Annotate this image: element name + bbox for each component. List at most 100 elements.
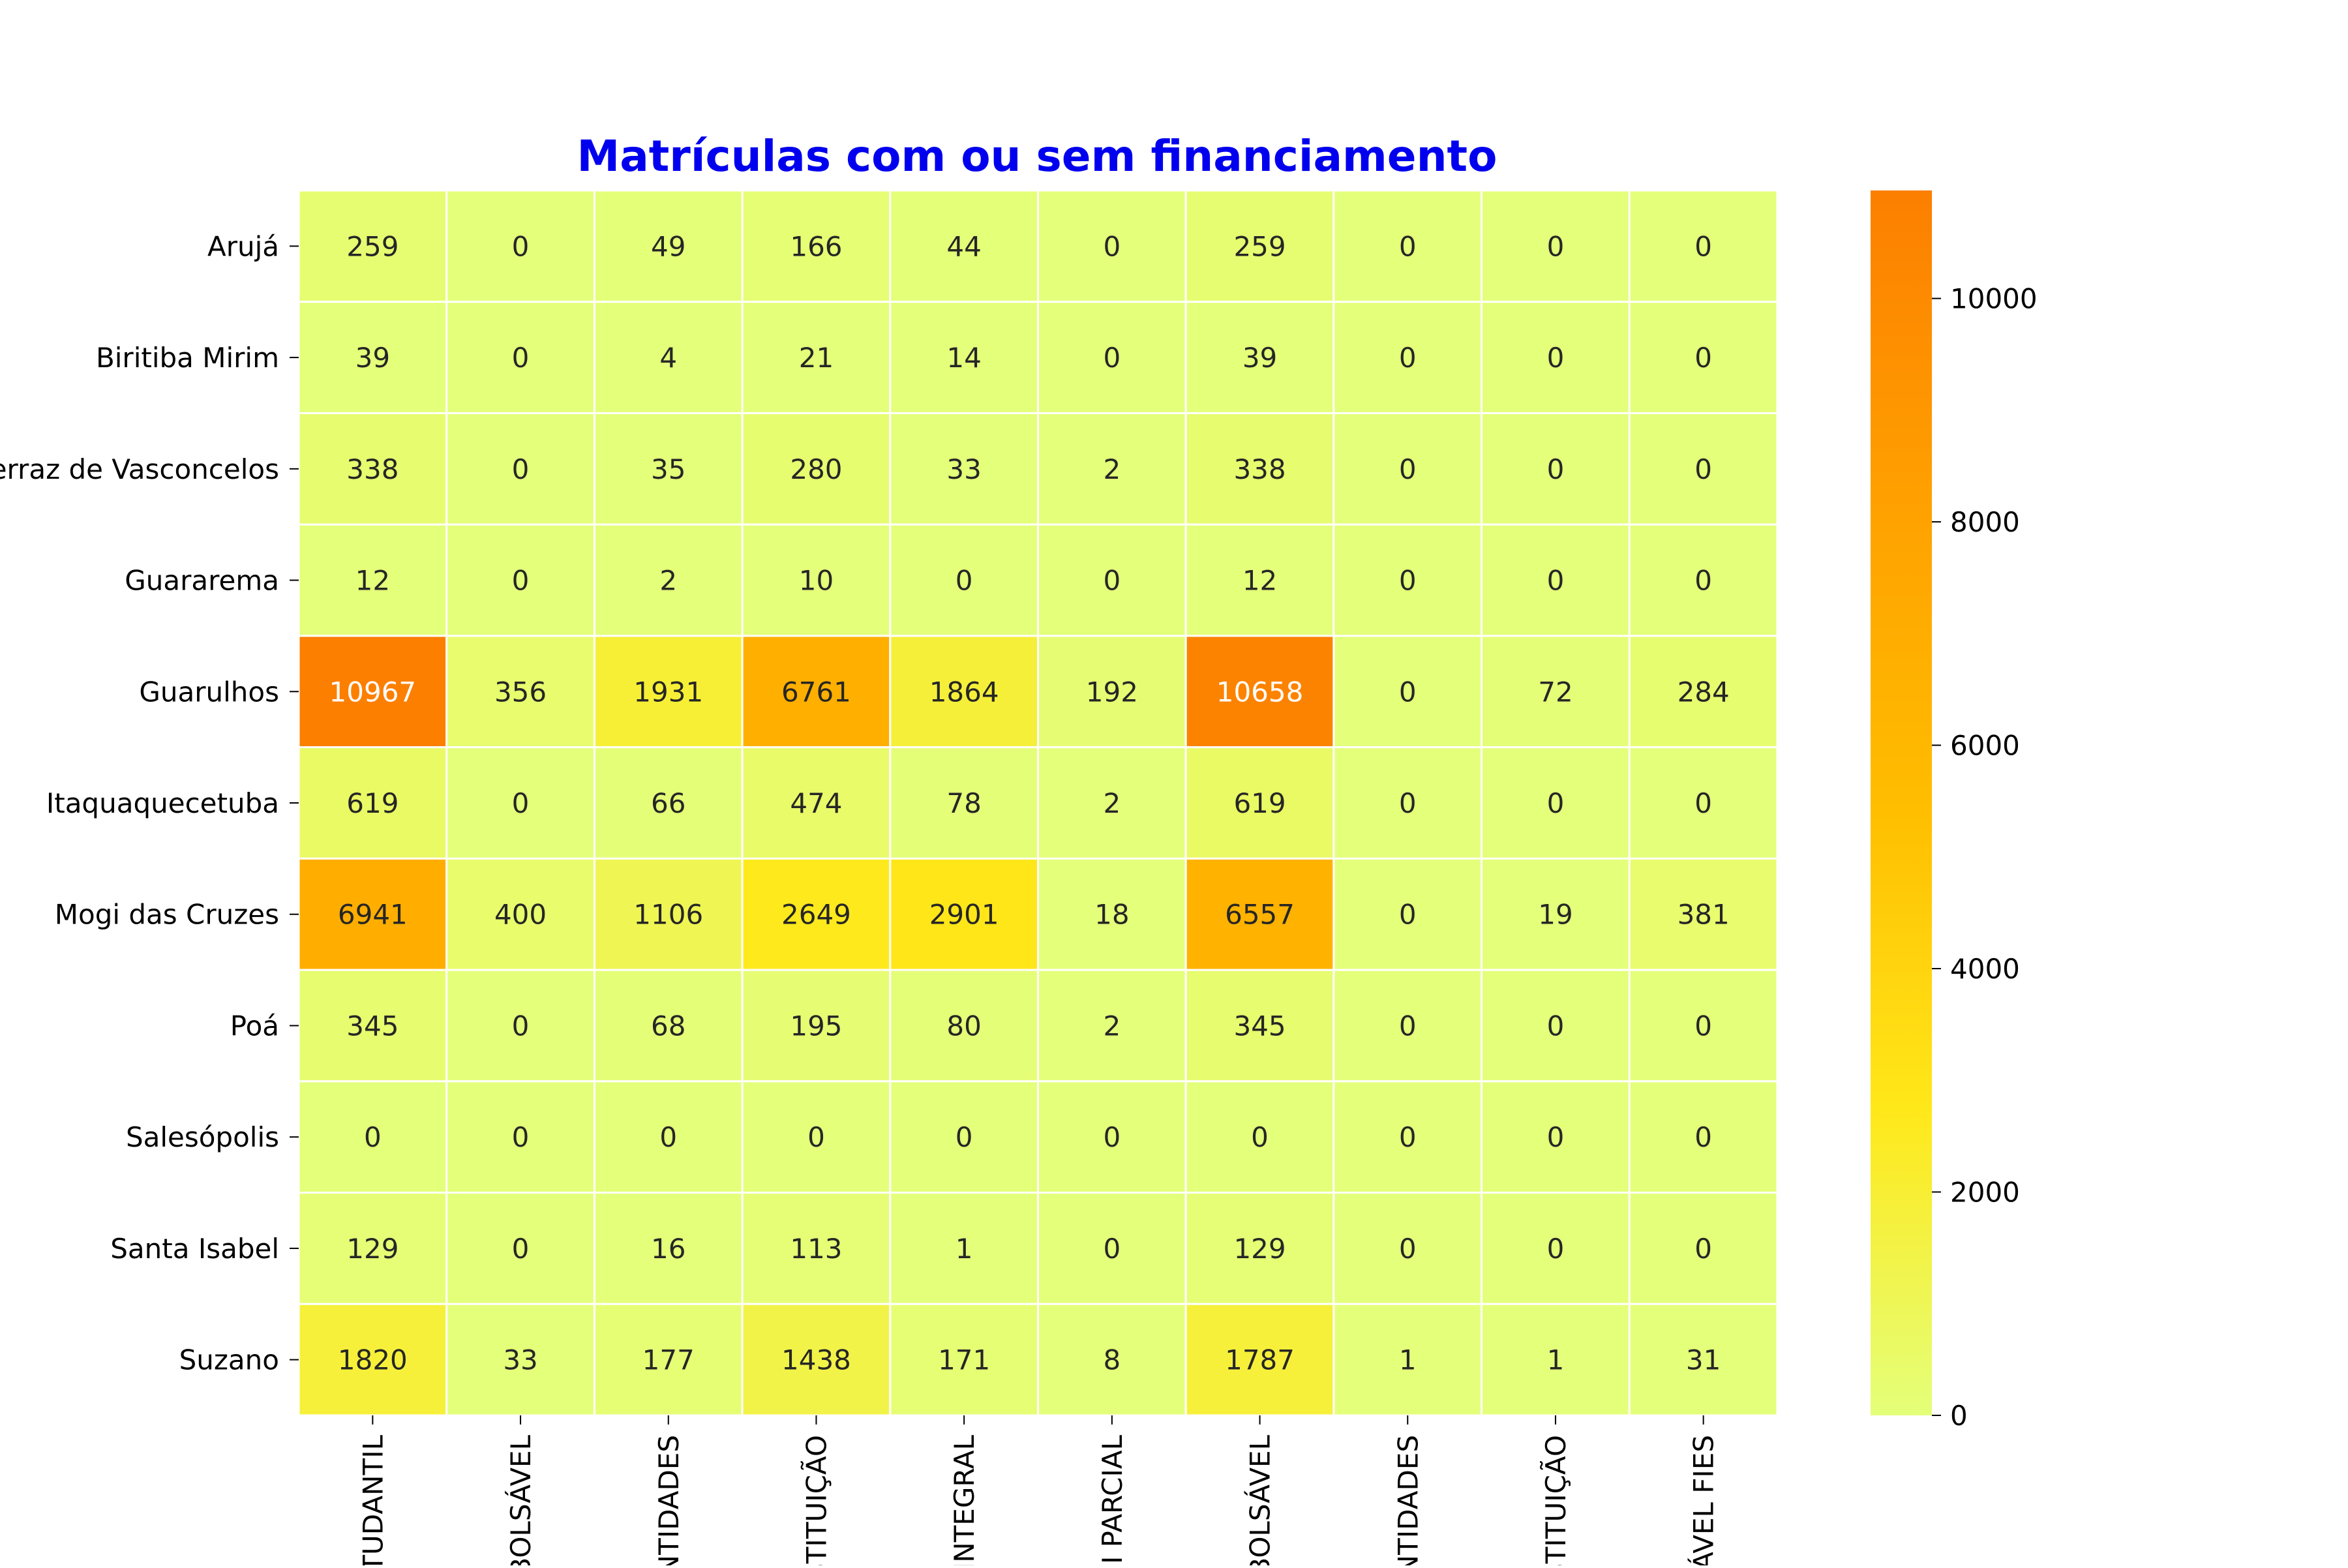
cell-value-label: 338 (346, 453, 399, 485)
cell-value-label: 0 (1694, 565, 1712, 597)
cell-value-label: 2649 (781, 899, 851, 931)
cell-value-label: 338 (1233, 453, 1286, 485)
cell-value-label: 0 (1547, 565, 1565, 597)
cell-value-label: 1438 (781, 1344, 851, 1376)
cell-value-label: 619 (1233, 787, 1286, 819)
x-tick-label: INSTITUIÇÃO (1539, 1435, 1572, 1565)
cell-value-label: 0 (1103, 230, 1121, 262)
cell-value-label: 39 (1242, 342, 1277, 374)
cell-value-label: 0 (1399, 787, 1417, 819)
cell-value-label: 80 (946, 1010, 981, 1042)
colorbar-tick-label: 2000 (1950, 1177, 2020, 1209)
cell-value-label: 21 (799, 342, 834, 374)
y-tick-label: Mogi das Cruzes (55, 899, 279, 931)
x-tick-label: REEMBOLSÁVEL FIES (1687, 1435, 1720, 1565)
cell-value-label: 0 (807, 1121, 825, 1153)
cell-value-label: 129 (1233, 1233, 1286, 1265)
x-tick-label: ESTUDANTIL (357, 1434, 389, 1565)
cell-value-label: 14 (946, 342, 981, 374)
cell-value-label: 0 (1547, 1010, 1565, 1042)
y-tick-label: Itaquaquecetuba (46, 787, 279, 819)
cell-value-label: 0 (1547, 342, 1565, 374)
chart-title: Matrículas com ou sem financiamento (577, 131, 1498, 181)
cell-value-label: 1106 (633, 899, 703, 931)
cell-value-label: 31 (1686, 1344, 1721, 1376)
cell-value-label: 12 (355, 565, 390, 597)
cell-value-label: 1931 (633, 676, 703, 708)
cell-value-label: 0 (1251, 1121, 1269, 1153)
cell-value-label: 345 (346, 1010, 399, 1042)
y-tick-label: Suzano (179, 1344, 279, 1376)
cell-value-label: 44 (946, 230, 981, 262)
cell-value-label: 35 (651, 453, 685, 485)
cell-value-label: 0 (956, 565, 973, 597)
cell-value-label: 0 (1547, 1121, 1565, 1153)
x-tick-label: ENTIDADES (1392, 1435, 1424, 1565)
cell-value-label: 0 (1399, 565, 1417, 597)
cell-value-label: 0 (1694, 1233, 1712, 1265)
y-tick-label: Arujá (207, 230, 279, 262)
cell-value-label: 0 (1399, 453, 1417, 485)
cell-value-label: 0 (659, 1121, 677, 1153)
colorbar-tick-label: 10000 (1950, 283, 2038, 315)
cell-value-label: 6761 (781, 676, 851, 708)
cell-value-label: 0 (1694, 453, 1712, 485)
x-tick-label: ENTIDADES (653, 1435, 685, 1565)
cell-value-label: 66 (651, 787, 685, 819)
cell-value-label: 1864 (929, 676, 999, 708)
cell-value-label: 19 (1538, 899, 1573, 931)
cell-value-label: 39 (355, 342, 390, 374)
y-axis: Arujá Biritiba Mirim Ferraz de Vasconcelos… (0, 230, 299, 1376)
y-tick-label: Santa Isabel (110, 1233, 279, 1265)
cell-value-label: 10967 (329, 676, 417, 708)
cell-value-label: 0 (1547, 453, 1565, 485)
cell-value-label: 0 (364, 1121, 382, 1153)
cell-value-label: 474 (790, 787, 842, 819)
cell-value-label: 1 (956, 1233, 973, 1265)
cell-value-label: 166 (790, 230, 842, 262)
cell-value-label: 0 (1103, 1121, 1121, 1153)
y-tick-label: Guararema (125, 565, 279, 597)
cell-value-label: 0 (1399, 676, 1417, 708)
cell-value-label: 0 (1399, 230, 1417, 262)
cell-value-label: 0 (512, 565, 530, 597)
cell-value-label: 10 (799, 565, 834, 597)
cell-value-label: 0 (1694, 1010, 1712, 1042)
colorbar-tick-label: 0 (1950, 1400, 1968, 1432)
cell-value-label: 0 (1547, 230, 1565, 262)
cell-value-label: 192 (1086, 676, 1138, 708)
x-tick-label: REEMBOLSÁVEL (504, 1434, 537, 1565)
cell-value-label: 171 (938, 1344, 990, 1376)
colorbar-tick-label: 6000 (1950, 730, 2020, 762)
cell-value-label: 0 (1399, 899, 1417, 931)
cell-value-label: 8 (1103, 1344, 1121, 1376)
cell-value-label: 16 (651, 1233, 685, 1265)
cell-value-label: 4 (659, 342, 677, 374)
cell-value-label: 0 (512, 1121, 530, 1153)
cell-value-label: 2 (1103, 787, 1121, 819)
cell-value-label: 345 (1233, 1010, 1286, 1042)
cell-value-label: 284 (1678, 676, 1730, 708)
y-tick-label: Biritiba Mirim (96, 342, 279, 374)
cell-value-label: 0 (512, 1233, 530, 1265)
cell-value-label: 0 (1547, 1233, 1565, 1265)
cell-value-label: 0 (1399, 1121, 1417, 1153)
x-tick-label: INSTITUIÇÃO (800, 1435, 832, 1565)
cell-value-label: 129 (346, 1233, 399, 1265)
cell-value-label: 1820 (338, 1344, 408, 1376)
cell-value-label: 0 (512, 453, 530, 485)
cell-value-label: 619 (346, 787, 399, 819)
cell-value-label: 0 (512, 787, 530, 819)
cell-value-label: 0 (1399, 342, 1417, 374)
cell-value-label: 12 (1242, 565, 1277, 597)
colorbar-gradient (1871, 190, 1932, 1415)
cell-value-label: 1787 (1225, 1344, 1295, 1376)
colorbar-tick-label: 4000 (1950, 953, 2020, 985)
cell-value-label: 2 (659, 565, 677, 597)
x-tick-label: REEMBOLSÁVEL (1244, 1434, 1276, 1565)
x-axis: ESTUDANTIL REEMBOLSÁVEL ENTIDADES INSTITUIÇ… (357, 1415, 1719, 1565)
y-tick-label: Ferraz de Vasconcelos (0, 453, 279, 485)
cell-value-label: 0 (1103, 565, 1121, 597)
